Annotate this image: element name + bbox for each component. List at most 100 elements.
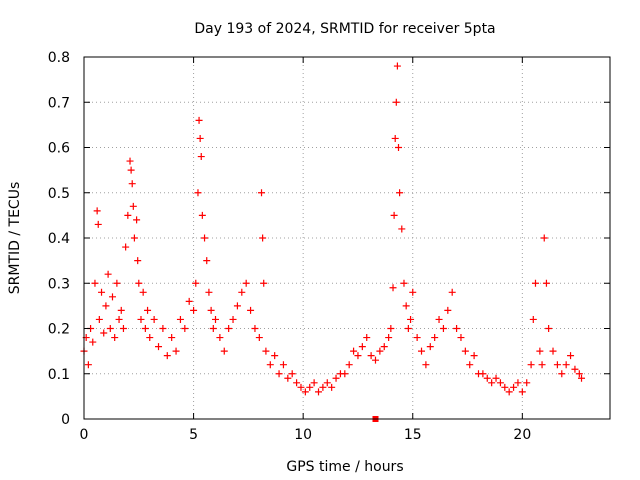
data-point <box>159 325 167 332</box>
data-point <box>426 343 434 351</box>
data-point <box>293 379 301 387</box>
data-point <box>518 388 526 396</box>
data-point <box>363 334 371 342</box>
data-point <box>341 370 349 378</box>
data-point <box>150 315 158 323</box>
data-point <box>435 315 443 323</box>
data-point <box>392 98 400 106</box>
data-point <box>488 379 496 387</box>
data-point <box>483 374 491 382</box>
data-point <box>496 379 504 387</box>
data-point <box>453 325 461 332</box>
data-point <box>479 370 487 378</box>
data-point <box>536 347 544 355</box>
data-point <box>212 315 219 323</box>
data-point <box>390 211 398 219</box>
data-point <box>229 315 237 323</box>
data-point <box>431 334 439 342</box>
data-point <box>196 134 204 142</box>
data-point <box>94 220 102 228</box>
y-tick-label: 0.6 <box>48 141 70 157</box>
data-point <box>262 347 270 355</box>
data-point <box>422 361 430 369</box>
data-point <box>301 388 309 396</box>
data-point <box>207 306 215 314</box>
x-tick-label: 15 <box>404 427 422 443</box>
data-point <box>400 279 408 287</box>
data-point <box>106 325 114 332</box>
data-point <box>220 347 228 355</box>
grid-lines <box>84 57 610 419</box>
data-point <box>315 388 323 396</box>
data-point <box>332 374 340 382</box>
data-point <box>115 315 123 323</box>
data-point <box>111 334 119 342</box>
data-point <box>413 334 421 342</box>
data-point <box>354 352 362 360</box>
data-point <box>418 347 426 355</box>
x-tick-label: 20 <box>513 427 531 443</box>
x-tick-label: 0 <box>80 427 89 443</box>
data-point <box>98 288 106 296</box>
data-point <box>350 347 358 355</box>
data-point <box>323 379 331 387</box>
data-point <box>259 234 267 242</box>
data-point <box>89 338 97 346</box>
data-point <box>122 243 130 251</box>
data-point <box>95 315 103 323</box>
data-point <box>247 306 255 314</box>
data-point <box>380 343 388 351</box>
data-point <box>172 347 180 355</box>
data-point <box>319 383 327 391</box>
data-point <box>439 325 447 332</box>
data-point <box>194 189 202 197</box>
data-point <box>578 374 586 382</box>
data-point <box>209 325 217 332</box>
data-point <box>137 315 145 323</box>
data-point <box>466 361 474 369</box>
data-point <box>205 288 213 296</box>
data-point <box>190 306 198 314</box>
data-point <box>492 374 500 382</box>
y-tick-label: 0.5 <box>48 186 70 202</box>
data-point <box>527 361 535 369</box>
data-point <box>567 352 575 360</box>
data-point <box>391 134 399 142</box>
y-tick-label: 0.2 <box>48 322 70 338</box>
y-tick-label: 0.4 <box>48 231 70 247</box>
data-point <box>113 279 121 287</box>
data-point <box>404 325 412 332</box>
data-point <box>444 306 452 314</box>
y-axis-label: SRMTID / TECUs <box>7 182 23 295</box>
data-point <box>185 297 193 305</box>
data-point <box>181 325 189 332</box>
data-point <box>407 315 415 323</box>
data-point <box>216 334 224 342</box>
data-point <box>168 334 176 342</box>
x-tick-label: 10 <box>294 427 312 443</box>
data-point <box>542 279 550 287</box>
data-point <box>395 144 403 151</box>
data-points <box>80 62 586 422</box>
data-point <box>275 370 283 378</box>
data-point <box>396 189 404 197</box>
data-point <box>84 361 92 369</box>
data-point <box>192 279 200 287</box>
data-point <box>540 234 548 242</box>
data-point <box>146 334 154 342</box>
data-point <box>129 202 137 210</box>
data-point <box>575 370 583 378</box>
data-point <box>297 383 305 391</box>
data-point <box>376 347 384 355</box>
data-point <box>225 325 233 332</box>
data-point <box>409 288 417 296</box>
data-point <box>139 288 147 296</box>
data-point <box>387 325 395 332</box>
x-tick-label: 5 <box>189 427 198 443</box>
data-point <box>367 352 375 360</box>
data-point <box>130 234 138 242</box>
y-tick-label: 0.8 <box>48 50 70 66</box>
data-point <box>389 284 397 292</box>
y-tick-label: 0.1 <box>48 367 70 383</box>
data-point <box>288 370 296 378</box>
